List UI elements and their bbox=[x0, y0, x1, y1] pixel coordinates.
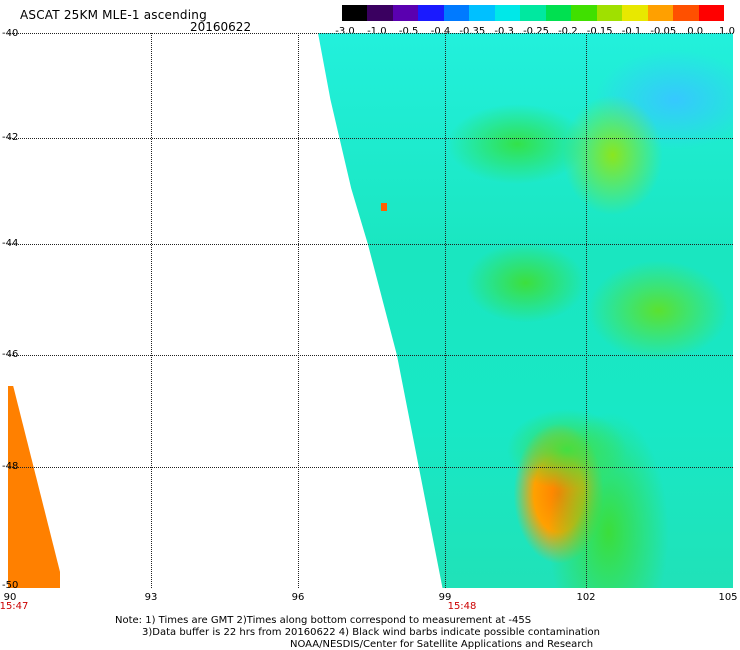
footnote-line-3: NOAA/NESDIS/Center for Satellite Applica… bbox=[290, 639, 594, 650]
colorbar-label: -0.1 bbox=[621, 26, 642, 37]
colorbar-segment bbox=[571, 5, 597, 21]
colorbar-segment bbox=[494, 5, 521, 21]
lat-label-50: -50 bbox=[2, 580, 19, 591]
lon-label-99: 99 bbox=[438, 592, 452, 603]
gridline-lat-46 bbox=[8, 355, 733, 356]
colorbar-label: -0.5 bbox=[398, 26, 419, 37]
lat-label-48: -48 bbox=[2, 461, 19, 472]
lat-label-44: -44 bbox=[2, 238, 19, 249]
high-value-pixel bbox=[381, 203, 387, 211]
colorbar-label: -0.35 bbox=[459, 26, 486, 37]
colorbar-label: -0.4 bbox=[430, 26, 451, 37]
gridline-lon-93 bbox=[151, 33, 152, 588]
colorbar-label: -0.2 bbox=[558, 26, 578, 37]
colorbar-segment bbox=[443, 5, 470, 21]
colorbar-label: 0.0 bbox=[687, 26, 704, 37]
colorbar-segment bbox=[342, 5, 368, 21]
gridline-lat-40 bbox=[8, 33, 733, 34]
footnote-line-1: Note: 1) Times are GMT 2)Times along bot… bbox=[115, 615, 532, 626]
colorbar-segment bbox=[418, 5, 444, 21]
lon-label-102: 102 bbox=[576, 592, 596, 603]
lon-label-96: 96 bbox=[291, 592, 305, 603]
lat-label-40: -40 bbox=[2, 28, 19, 39]
colorbar-labels: -3.0 -1.0 -0.5 -0.4 -0.35 -0.3 -0.25 -0.2 -0.15-… bbox=[335, 26, 735, 38]
lon-label-105: 105 bbox=[718, 592, 738, 603]
chart-title: ASCAT 25KM MLE-1 ascending bbox=[20, 8, 207, 22]
lon-label-93: 93 bbox=[144, 592, 158, 603]
time-label-start: 15:47 bbox=[0, 601, 29, 612]
colorbar-label: -0.05 bbox=[650, 26, 677, 37]
colorbar-label: -3.0 bbox=[335, 26, 355, 37]
map-plot bbox=[8, 33, 733, 588]
colorbar-segment bbox=[520, 5, 546, 21]
gridline-lat-48 bbox=[8, 467, 733, 468]
gridline-lat-42 bbox=[8, 138, 733, 139]
colorbar-segment bbox=[622, 5, 648, 21]
gridline-lon-102 bbox=[586, 33, 587, 588]
colorbar bbox=[342, 5, 725, 21]
colorbar-label: -0.15 bbox=[586, 26, 613, 37]
colorbar-segment bbox=[392, 5, 419, 21]
gridline-lat-44 bbox=[8, 244, 733, 245]
colorbar-segment bbox=[698, 5, 725, 21]
colorbar-segment bbox=[673, 5, 699, 21]
colorbar-label: -0.3 bbox=[494, 26, 514, 37]
colorbar-label: -0.25 bbox=[523, 26, 549, 37]
lat-label-46: -46 bbox=[2, 349, 19, 360]
colorbar-segment bbox=[596, 5, 623, 21]
chart-date: 20160622 bbox=[190, 20, 252, 34]
colorbar-segment bbox=[545, 5, 572, 21]
lon-label-90: 90 bbox=[3, 592, 17, 603]
satellite-swath-main bbox=[318, 33, 733, 588]
gridline-lon-96 bbox=[298, 33, 299, 588]
footnote-line-2: 3)Data buffer is 22 hrs from 20160622 4)… bbox=[142, 627, 600, 638]
lat-label-42: -42 bbox=[2, 132, 19, 143]
colorbar-label: -1.0 bbox=[367, 26, 387, 37]
time-label-mid: 15:48 bbox=[447, 601, 477, 612]
colorbar-segment bbox=[647, 5, 674, 21]
colorbar-segment bbox=[367, 5, 393, 21]
colorbar-label: 1.0 bbox=[719, 26, 735, 37]
colorbar-segment bbox=[469, 5, 495, 21]
satellite-swath-left bbox=[8, 386, 60, 588]
gridline-lon-99 bbox=[445, 33, 446, 588]
